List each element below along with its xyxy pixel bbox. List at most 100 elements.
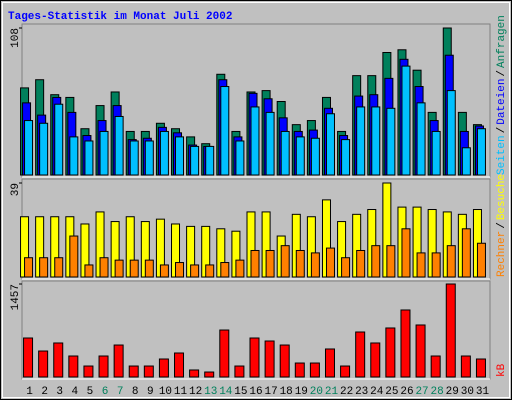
bar — [84, 140, 94, 176]
bar — [234, 365, 245, 378]
bar — [54, 103, 64, 176]
x-tick-label: 9 — [147, 386, 154, 398]
bar — [98, 355, 109, 378]
x-tick-label: 25 — [385, 386, 398, 398]
bar — [431, 252, 441, 278]
bar — [23, 337, 34, 378]
bar — [69, 235, 79, 278]
bar — [68, 355, 79, 378]
bar — [235, 259, 245, 278]
x-tick-label: 6 — [102, 386, 109, 398]
bar — [53, 342, 64, 378]
legend-entry: Dateien — [496, 79, 508, 125]
bar — [144, 140, 154, 176]
x-tick-label: 28 — [431, 386, 444, 398]
bar — [84, 264, 94, 278]
bar — [371, 245, 381, 278]
legend-entry: kB — [496, 363, 508, 377]
bar — [340, 365, 351, 378]
bar — [24, 120, 34, 176]
bar — [69, 136, 79, 176]
bar — [324, 348, 335, 378]
bar — [190, 145, 200, 176]
bar — [235, 140, 245, 176]
x-tick-label: 1 — [26, 386, 33, 398]
bar — [280, 130, 290, 176]
x-tick-label: 4 — [72, 386, 79, 398]
bar — [39, 122, 49, 176]
bar — [461, 228, 471, 278]
bar — [356, 249, 366, 278]
bar — [310, 137, 320, 176]
bar — [341, 139, 351, 176]
x-tick-label: 5 — [87, 386, 94, 398]
bar — [143, 365, 154, 378]
bar — [325, 113, 335, 176]
y-tick-label: 39 — [10, 183, 22, 196]
bar — [401, 228, 411, 278]
bar — [114, 115, 124, 176]
bar — [386, 245, 396, 278]
x-tick-label: 19 — [295, 386, 308, 398]
bar — [341, 257, 351, 278]
x-tick-label: 11 — [174, 386, 188, 398]
bar — [264, 340, 275, 378]
legend-entry: Rechner — [496, 231, 508, 277]
bar — [24, 257, 34, 278]
legend-separator: / — [496, 70, 508, 77]
bar — [175, 136, 185, 176]
legend-entry: Besuche — [496, 174, 508, 220]
legend-separator: / — [496, 127, 508, 134]
x-tick-label: 27 — [415, 386, 428, 398]
bar — [385, 327, 396, 378]
bar — [446, 245, 456, 278]
bar — [294, 362, 305, 378]
x-tick-label: 3 — [56, 386, 63, 398]
bar — [475, 358, 486, 378]
bar — [158, 358, 169, 378]
x-tick-label: 17 — [264, 386, 277, 398]
bar — [386, 107, 396, 176]
bar — [220, 86, 230, 176]
bar — [159, 130, 169, 176]
legend-entry: Anfragen — [496, 15, 508, 68]
x-tick-label: 24 — [370, 386, 384, 398]
bar — [445, 283, 456, 378]
bar — [400, 309, 411, 378]
bar — [39, 257, 49, 278]
bar — [249, 337, 260, 378]
bar — [415, 324, 426, 378]
bar — [325, 247, 335, 278]
bar — [205, 145, 215, 176]
bar — [401, 65, 411, 176]
bar — [250, 249, 260, 278]
bar — [460, 355, 471, 378]
bar — [295, 249, 305, 278]
x-tick-label: 10 — [159, 386, 172, 398]
bar — [175, 262, 185, 278]
bar — [265, 111, 275, 176]
y-tick-label: 108 — [10, 28, 22, 48]
bar — [219, 329, 230, 378]
x-tick-label: 30 — [461, 386, 474, 398]
bar — [54, 257, 64, 278]
x-tick-label: 14 — [219, 386, 233, 398]
legend: Seiten/Dateien/Anfragen — [496, 15, 508, 175]
bar — [144, 259, 154, 278]
chart-title: Tages-Statistik im Monat Juli 2002 — [8, 11, 232, 23]
x-tick-label: 13 — [204, 386, 217, 398]
bar — [129, 259, 139, 278]
bar — [250, 106, 260, 176]
bar — [416, 102, 426, 176]
x-tick-label: 7 — [117, 386, 124, 398]
bar — [310, 252, 320, 278]
legend: kB — [496, 363, 508, 377]
bar — [431, 130, 441, 176]
bar — [309, 362, 320, 378]
legend: Rechner / Besuche — [496, 174, 508, 277]
x-tick-label: 12 — [189, 386, 202, 398]
bar — [128, 365, 139, 378]
